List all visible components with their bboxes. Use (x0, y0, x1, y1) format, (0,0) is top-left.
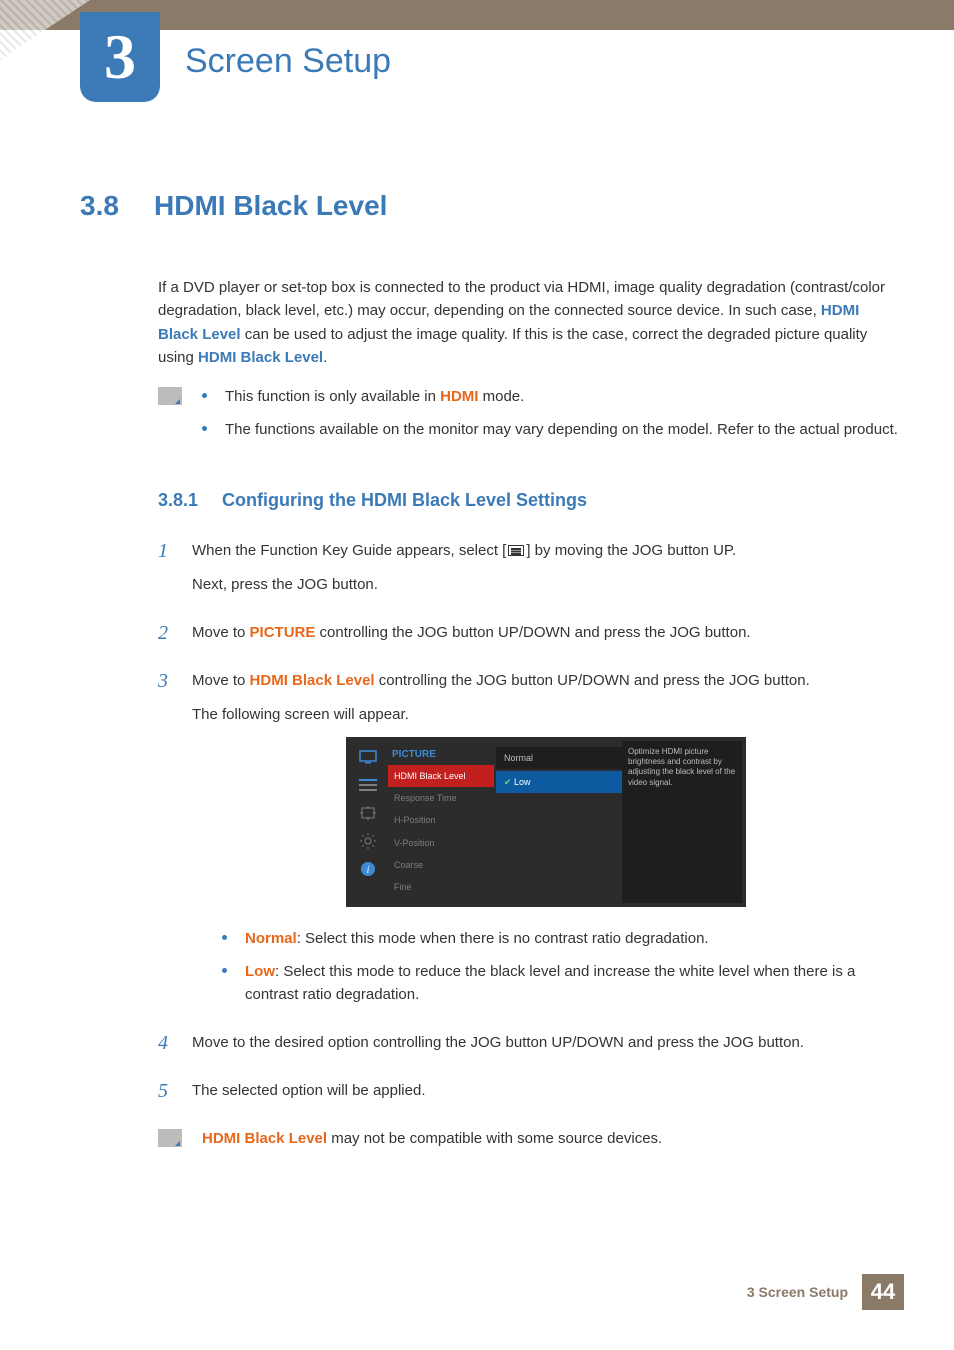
osd-menu-item[interactable]: H-Position (388, 809, 494, 831)
chapter-title: Screen Setup (185, 42, 391, 81)
hl-normal: Normal (245, 930, 297, 947)
osd-help-text: Optimize HDMI picture brightness and con… (622, 741, 742, 903)
step-number: 4 (158, 1031, 174, 1065)
option-descriptions: Normal: Select this mode when there is n… (222, 927, 900, 1007)
gear-icon (358, 833, 378, 849)
step-2: 2 Move to PICTURE controlling the JOG bu… (158, 621, 900, 655)
steps-list: 1 When the Function Key Guide appears, s… (158, 539, 900, 1113)
subsection-title: Configuring the HDMI Black Level Setting… (222, 490, 587, 510)
osd-option[interactable]: Normal (496, 747, 622, 769)
section-title: HDMI Black Level (154, 190, 387, 221)
osd-menu-item[interactable]: V-Position (388, 832, 494, 854)
osd-menu-item[interactable]: Coarse (388, 854, 494, 876)
subsection-number: 3.8.1 (158, 490, 222, 511)
note-block-1: This function is only available in HDMI … (158, 385, 900, 452)
osd-menu-item[interactable]: Response Time (388, 787, 494, 809)
menu-icon (508, 545, 524, 556)
hl-hdmi-black-level: HDMI Black Level (250, 672, 375, 689)
hl-picture: PICTURE (250, 624, 316, 641)
bullet-dot (202, 393, 207, 398)
osd-sidebar-icons: i (350, 741, 386, 903)
hl-hdmi: HDMI (440, 388, 478, 405)
osd-menu-item[interactable]: Fine (388, 876, 494, 898)
info-icon: i (358, 861, 378, 877)
page-footer: 3 Screen Setup 44 (747, 1274, 904, 1310)
osd-options: Normal Low (496, 741, 622, 903)
osd-menu: PICTURE HDMI Black Level Response Time H… (386, 741, 496, 903)
monitor-icon (358, 749, 378, 765)
step-4: 4 Move to the desired option controlling… (158, 1031, 900, 1065)
hl-low: Low (245, 963, 275, 980)
section-heading: 3.8HDMI Black Level (80, 190, 900, 222)
note-icon (158, 1129, 182, 1147)
note-item: This function is only available in HDMI … (202, 385, 900, 408)
osd-menu-item[interactable]: HDMI Black Level (388, 765, 494, 787)
step-number: 1 (158, 539, 174, 607)
desc-item: Normal: Select this mode when there is n… (222, 927, 900, 950)
page-number: 44 (862, 1274, 904, 1310)
decorative-stripes (0, 0, 90, 60)
section-number: 3.8 (80, 190, 154, 222)
note-icon (158, 387, 182, 405)
chapter-badge: 3 (80, 12, 160, 102)
osd-option[interactable]: Low (496, 771, 622, 793)
svg-text:i: i (367, 865, 370, 876)
section-intro: If a DVD player or set-top box is connec… (158, 276, 900, 369)
list-icon (358, 777, 378, 793)
hl-hdmi-black-level-2: HDMI Black Level (198, 349, 323, 366)
resize-icon (358, 805, 378, 821)
step-5: 5 The selected option will be applied. (158, 1079, 900, 1113)
bullet-dot (222, 935, 227, 940)
step-number: 3 (158, 669, 174, 1017)
osd-menu-title: PICTURE (388, 745, 494, 765)
step-number: 5 (158, 1079, 174, 1113)
bullet-dot (222, 968, 227, 973)
note-block-2: HDMI Black Level may not be compatible w… (158, 1127, 900, 1150)
step-1: 1 When the Function Key Guide appears, s… (158, 539, 900, 607)
subsection-heading: 3.8.1Configuring the HDMI Black Level Se… (158, 490, 900, 511)
note-item: The functions available on the monitor m… (202, 418, 900, 441)
bullet-dot (202, 426, 207, 431)
osd-screenshot: i PICTURE HDMI Black Level Response Time… (192, 737, 900, 907)
step-number: 2 (158, 621, 174, 655)
page-content: 3.8HDMI Black Level If a DVD player or s… (80, 190, 900, 1150)
desc-item: Low: Select this mode to reduce the blac… (222, 960, 900, 1007)
hl-hdmi-black-level: HDMI Black Level (202, 1130, 327, 1147)
step-3: 3 Move to HDMI Black Level controlling t… (158, 669, 900, 1017)
osd-panel: i PICTURE HDMI Black Level Response Time… (346, 737, 746, 907)
footer-text: 3 Screen Setup (747, 1284, 848, 1300)
